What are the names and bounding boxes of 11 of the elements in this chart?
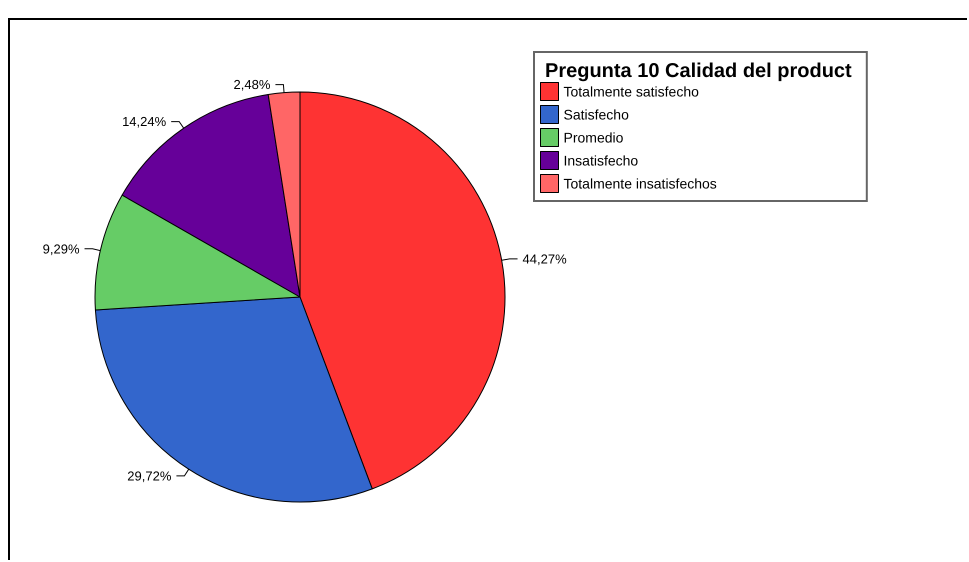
legend-label: Promedio	[564, 130, 624, 146]
legend-title: Pregunta 10 Calidad del product	[545, 60, 852, 82]
data-label: 14,24%	[122, 114, 167, 130]
data-label: 29,72%	[127, 468, 172, 484]
data-label: 44,27%	[522, 251, 568, 266]
legend-label: Insatisfecho	[564, 152, 638, 168]
legend-label: Totalmente insatisfechos	[564, 176, 717, 192]
data-label: 9,29%	[42, 241, 80, 256]
legend-label: Satisfecho	[564, 106, 630, 122]
legend-label: Totalmente satisfecho	[564, 84, 700, 100]
data-label: 2,48%	[234, 77, 271, 92]
